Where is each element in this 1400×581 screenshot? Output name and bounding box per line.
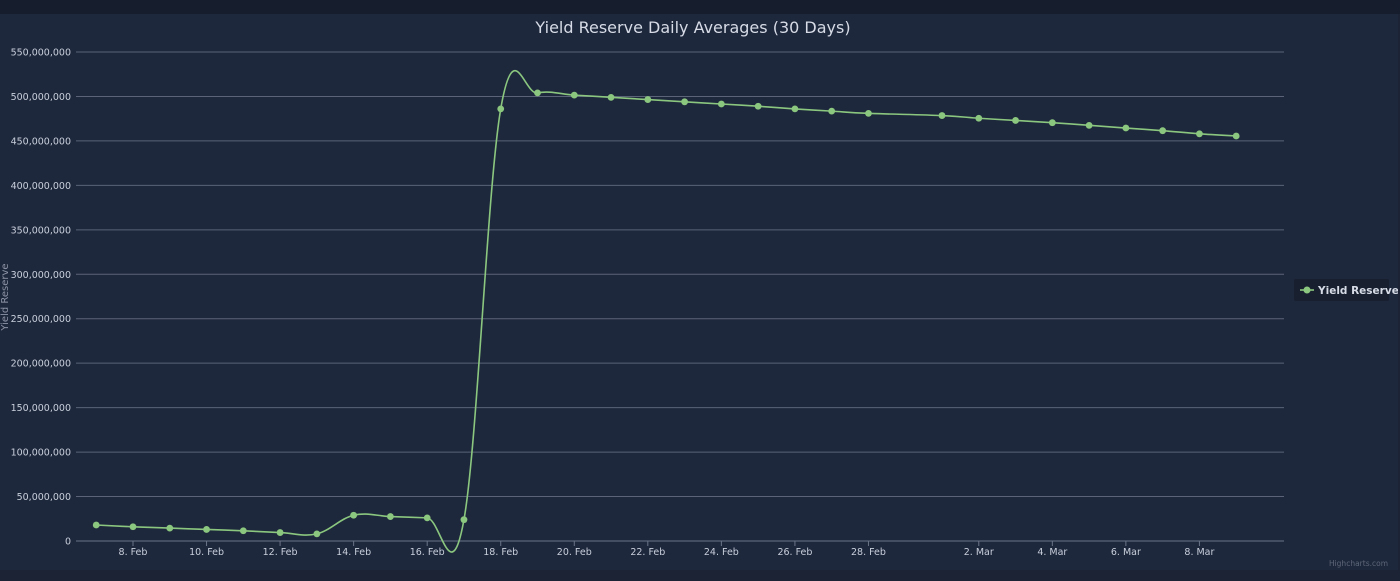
data-point[interactable] bbox=[828, 108, 835, 115]
data-point[interactable] bbox=[718, 101, 725, 108]
data-point[interactable] bbox=[939, 112, 946, 119]
x-tick-label: 18. Feb bbox=[483, 547, 518, 558]
y-tick-label: 350,000,000 bbox=[11, 225, 71, 236]
data-point[interactable] bbox=[313, 530, 320, 537]
credits[interactable]: Highcharts.com bbox=[1329, 559, 1388, 568]
x-tick-label: 16. Feb bbox=[410, 547, 445, 558]
x-tick-label: 10. Feb bbox=[189, 547, 224, 558]
data-point[interactable] bbox=[461, 516, 468, 523]
data-point[interactable] bbox=[644, 96, 651, 103]
data-point[interactable] bbox=[93, 522, 100, 529]
x-axis: 8. Feb 10. Feb 12. Feb 14. Feb 16. Feb 18. Fe… bbox=[119, 541, 1215, 558]
x-tick-label: 6. Mar bbox=[1111, 547, 1141, 558]
legend[interactable]: Yield Reserve bbox=[1294, 279, 1398, 301]
data-point[interactable] bbox=[1086, 122, 1093, 129]
y-tick-label: 400,000,000 bbox=[11, 181, 71, 192]
data-point[interactable] bbox=[240, 527, 247, 534]
x-tick-label: 26. Feb bbox=[777, 547, 812, 558]
y-tick-label: 0 bbox=[65, 537, 71, 548]
series-points bbox=[93, 89, 1240, 537]
data-point[interactable] bbox=[387, 513, 394, 520]
chart-panel: Yield Reserve Daily Averages (30 Days) 0… bbox=[0, 14, 1398, 570]
series-line-yield-reserve bbox=[96, 71, 1236, 552]
y-tick-label: 550,000,000 bbox=[11, 48, 71, 59]
y-tick-label: 450,000,000 bbox=[11, 136, 71, 147]
data-point[interactable] bbox=[497, 106, 504, 113]
x-tick-label: 22. Feb bbox=[630, 547, 665, 558]
data-point[interactable] bbox=[1159, 127, 1166, 134]
x-tick-label: 8. Feb bbox=[119, 547, 148, 558]
data-point[interactable] bbox=[681, 98, 688, 105]
data-point[interactable] bbox=[755, 103, 762, 110]
data-point[interactable] bbox=[865, 110, 872, 117]
x-tick-label: 2. Mar bbox=[964, 547, 994, 558]
y-axis-title: Yield Reserve bbox=[0, 263, 11, 331]
y-tick-label: 200,000,000 bbox=[11, 359, 71, 370]
gridlines bbox=[76, 52, 1284, 541]
y-tick-label: 50,000,000 bbox=[17, 492, 71, 503]
data-point[interactable] bbox=[203, 526, 210, 533]
data-point[interactable] bbox=[1049, 119, 1056, 126]
y-tick-label: 250,000,000 bbox=[11, 314, 71, 325]
y-axis-tick-labels: 0 50,000,000 100,000,000 150,000,000 200,000… bbox=[11, 48, 71, 548]
data-point[interactable] bbox=[1196, 130, 1203, 137]
x-tick-label: 12. Feb bbox=[263, 547, 298, 558]
y-tick-label: 100,000,000 bbox=[11, 448, 71, 459]
data-point[interactable] bbox=[608, 94, 615, 101]
data-point[interactable] bbox=[1122, 125, 1129, 132]
chart-svg: Yield Reserve Daily Averages (30 Days) 0… bbox=[0, 14, 1398, 570]
y-tick-label: 300,000,000 bbox=[11, 270, 71, 281]
x-tick-label: 4. Mar bbox=[1037, 547, 1067, 558]
data-point[interactable] bbox=[166, 525, 173, 532]
data-point[interactable] bbox=[277, 529, 284, 536]
data-point[interactable] bbox=[424, 514, 431, 521]
data-point[interactable] bbox=[571, 92, 578, 99]
x-tick-label: 8. Mar bbox=[1184, 547, 1214, 558]
x-tick-label: 28. Feb bbox=[851, 547, 886, 558]
top-strip bbox=[0, 0, 1400, 14]
data-point[interactable] bbox=[534, 89, 541, 96]
data-point[interactable] bbox=[1233, 133, 1240, 140]
chart-title: Yield Reserve Daily Averages (30 Days) bbox=[534, 18, 850, 37]
legend-label: Yield Reserve bbox=[1317, 285, 1398, 297]
data-point[interactable] bbox=[975, 115, 982, 122]
x-tick-label: 20. Feb bbox=[557, 547, 592, 558]
y-tick-label: 500,000,000 bbox=[11, 92, 71, 103]
data-point[interactable] bbox=[130, 523, 137, 530]
data-point[interactable] bbox=[350, 512, 357, 519]
data-point[interactable] bbox=[1012, 117, 1019, 124]
x-tick-label: 24. Feb bbox=[704, 547, 739, 558]
data-point[interactable] bbox=[792, 106, 799, 113]
x-tick-label: 14. Feb bbox=[336, 547, 371, 558]
legend-marker-icon bbox=[1304, 287, 1311, 294]
y-tick-label: 150,000,000 bbox=[11, 403, 71, 414]
